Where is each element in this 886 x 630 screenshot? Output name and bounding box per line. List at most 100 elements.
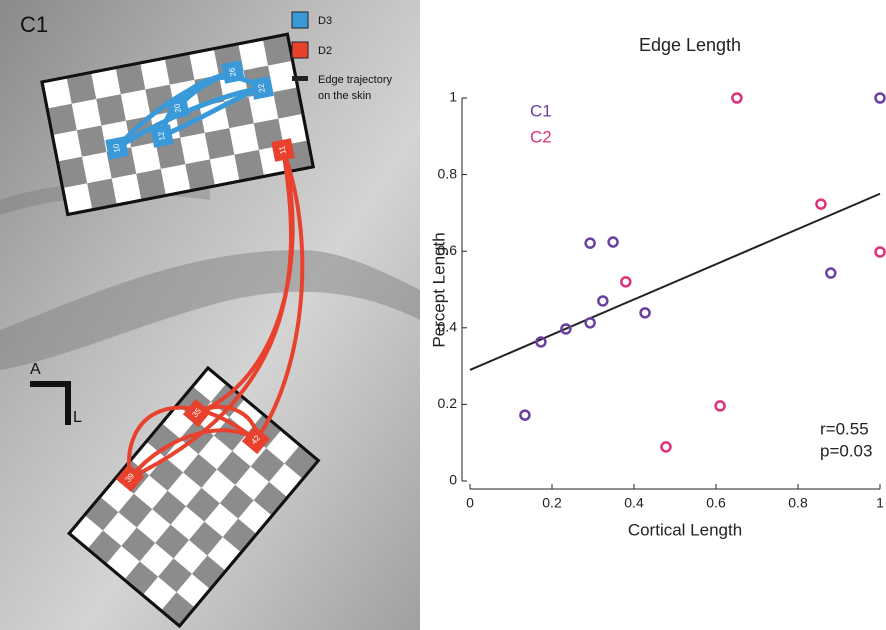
grid-cell bbox=[216, 451, 251, 485]
data-point bbox=[584, 317, 596, 329]
electrode-label: 10 bbox=[111, 142, 122, 153]
electrode: 22 bbox=[250, 76, 274, 100]
grid-cell bbox=[224, 96, 254, 129]
trajectory bbox=[114, 85, 265, 151]
data-point bbox=[660, 441, 672, 453]
orientation-label: A bbox=[30, 361, 41, 378]
y-tick-label: 0.6 bbox=[438, 242, 458, 258]
electrode-label: 12 bbox=[156, 130, 167, 141]
electrode-pad bbox=[241, 425, 271, 455]
legend-label: on the skin bbox=[318, 90, 371, 102]
grid-cell bbox=[186, 487, 220, 522]
grid-cell bbox=[121, 527, 156, 562]
grid-cell bbox=[204, 128, 235, 160]
electrode-pad bbox=[250, 76, 274, 100]
y-tick-label: 0.2 bbox=[438, 395, 458, 411]
data-point bbox=[620, 276, 632, 288]
grid-cell bbox=[188, 521, 223, 556]
legend: D3 D2 Edge trajectory on the skin bbox=[291, 11, 392, 102]
grid-cell bbox=[96, 94, 126, 126]
grid-border bbox=[40, 32, 315, 217]
x-tick-label: 0.2 bbox=[542, 495, 562, 511]
grid-cell bbox=[57, 156, 88, 189]
trajectory bbox=[128, 148, 293, 480]
grid-cell bbox=[47, 103, 77, 136]
data-point bbox=[584, 237, 596, 249]
legend-label: C1 bbox=[530, 101, 552, 120]
grid-cell bbox=[118, 493, 153, 528]
electrode: 10 bbox=[105, 136, 129, 160]
grid-cell bbox=[136, 168, 166, 201]
data-point bbox=[607, 236, 619, 248]
electrode-label: 11 bbox=[277, 145, 288, 155]
electrode: 39 bbox=[115, 463, 145, 493]
scatter-plot: Edge Length Cortical Length Percept Length… bbox=[429, 35, 886, 539]
x-tick-label: 0 bbox=[466, 495, 474, 511]
legend-label: D2 bbox=[318, 45, 332, 57]
x-axis-label: Cortical Length bbox=[628, 520, 742, 539]
grid-cell bbox=[219, 484, 254, 519]
electrode: 26 bbox=[221, 60, 245, 84]
electrode: 11 bbox=[271, 138, 295, 162]
grid-cell bbox=[250, 448, 285, 482]
electrode-label: 26 bbox=[227, 66, 238, 77]
legend-swatch bbox=[291, 41, 309, 59]
y-tick-label: 1 bbox=[449, 89, 457, 105]
electrode-pad bbox=[182, 398, 212, 428]
data-point bbox=[874, 246, 886, 258]
data-point bbox=[535, 336, 547, 348]
grid-cell bbox=[183, 454, 217, 488]
electrode-pad bbox=[271, 138, 295, 162]
grid-cell bbox=[76, 125, 107, 157]
grid-cell bbox=[185, 159, 216, 191]
data-point bbox=[815, 198, 827, 210]
legend-label: D3 bbox=[318, 15, 332, 27]
annotation: r=0.55 bbox=[820, 419, 869, 438]
grid-cell bbox=[145, 84, 176, 116]
orientation-marker bbox=[30, 381, 71, 425]
electrode-pad bbox=[221, 60, 245, 84]
trajectory bbox=[254, 148, 305, 442]
legend-swatch bbox=[292, 76, 308, 81]
panel-label: C1 bbox=[20, 12, 48, 37]
data-point bbox=[597, 295, 609, 307]
electrode: 20 bbox=[166, 96, 190, 120]
trajectory bbox=[128, 428, 258, 480]
electrode: 35 bbox=[182, 398, 212, 428]
legend-label: C2 bbox=[530, 127, 552, 146]
grid-cell bbox=[164, 53, 195, 85]
x-tick-label: 0.4 bbox=[624, 495, 644, 511]
electrode: 12 bbox=[150, 124, 174, 148]
x-tick-label: 0.6 bbox=[706, 495, 726, 511]
data-point bbox=[731, 92, 743, 104]
fit-line bbox=[469, 192, 881, 371]
grid-cell bbox=[155, 524, 189, 559]
grid-border bbox=[67, 365, 321, 629]
x-tick-label: 0.8 bbox=[788, 495, 808, 511]
grid-cell bbox=[234, 149, 265, 182]
electrode: 42 bbox=[241, 425, 271, 455]
data-point bbox=[560, 323, 572, 335]
data-point bbox=[714, 400, 726, 412]
chart-title: Edge Length bbox=[639, 35, 741, 55]
grid-cell bbox=[115, 62, 146, 95]
data-point bbox=[519, 409, 531, 421]
legend-swatch bbox=[291, 11, 309, 29]
grid-cell bbox=[158, 558, 192, 593]
skin-fold bbox=[0, 250, 420, 370]
electrode-label: 22 bbox=[256, 82, 267, 93]
legend-label: Edge trajectory bbox=[318, 74, 392, 86]
y-tick-label: 0 bbox=[449, 472, 457, 488]
electrode-label: 20 bbox=[172, 102, 183, 113]
orientation-label: L bbox=[73, 409, 82, 426]
data-point bbox=[874, 92, 886, 104]
grid-cell bbox=[87, 178, 117, 210]
y-axis-label: Percept Length bbox=[429, 232, 448, 347]
data-point bbox=[825, 267, 837, 279]
y-tick-label: 0.8 bbox=[438, 165, 458, 181]
grid-cell bbox=[152, 490, 187, 525]
trajectory bbox=[159, 74, 265, 139]
y-tick-label: 0.4 bbox=[438, 319, 458, 335]
